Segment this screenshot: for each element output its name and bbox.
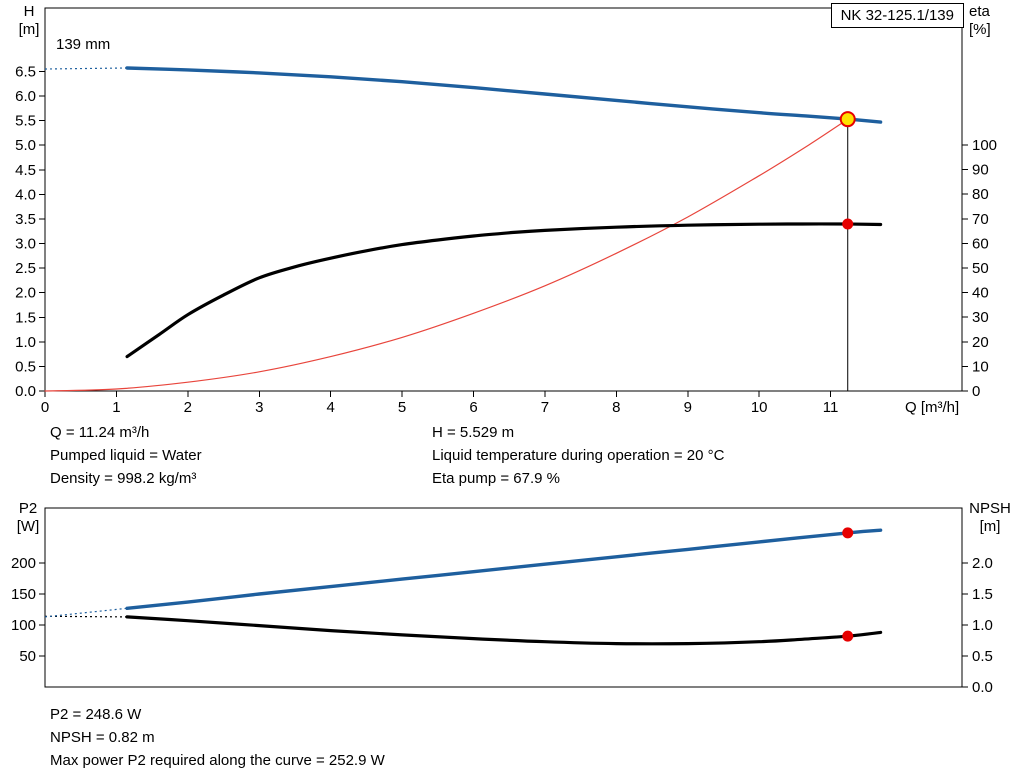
max-power-text: Max power P2 required along the curve = … (50, 752, 385, 769)
p2-value-text: P2 = 248.6 W (50, 706, 142, 723)
y-left-tick-label: 3.5 (15, 211, 36, 228)
h-axis-title: H [m] (12, 3, 46, 39)
npsh-point-marker[interactable] (842, 630, 854, 642)
y-left-tick-label: 3.0 (15, 236, 36, 253)
power-info: P2 = 248.6 W NPSH = 0.82 m Max power P2 … (50, 703, 385, 772)
p2-axis-unit: [W] (16, 518, 40, 535)
y-right-tick-label: 50 (972, 260, 989, 277)
eta-pump-text: Eta pump = 67.9 % (432, 470, 560, 487)
y-right-tick-label: 40 (972, 285, 989, 302)
p2-point-marker[interactable] (842, 527, 854, 539)
eta-axis-title: eta [%] (969, 3, 1019, 39)
pump-model-badge: NK 32-125.1/139 (830, 3, 964, 28)
h-axis-unit: [m] (18, 21, 40, 38)
eta-axis-unit: [%] (969, 21, 991, 38)
npsh-axis-unit: [m] (979, 518, 1001, 535)
y-right-tick-label: 10 (972, 358, 989, 375)
y-right-tick-label: 70 (972, 211, 989, 228)
duty-info-left: Q = 11.24 m³/h Pumped liquid = Water Den… (50, 421, 202, 490)
x-tick-label: 5 (398, 399, 406, 416)
y-right-tick-label: 90 (972, 162, 989, 179)
x-tick-label: 10 (751, 399, 768, 416)
p2-curve-leader (44, 607, 128, 618)
density-text: Density = 998.2 kg/m³ (50, 470, 197, 487)
x-tick-label: 11 (823, 399, 839, 416)
y-left-tick-label: 0.0 (15, 383, 36, 400)
y-right-tick-label: 20 (972, 334, 989, 351)
x-tick-label: 4 (326, 399, 334, 416)
x-tick-label: 7 (541, 399, 549, 416)
y-right-tick-label: 1.5 (972, 586, 993, 603)
y-left-tick-label: 100 (11, 617, 36, 634)
y-left-tick-label: 1.0 (15, 334, 36, 351)
y-left-tick-label: 6.5 (15, 63, 36, 80)
system-curve (44, 118, 849, 392)
y-left-tick-label: 150 (11, 586, 36, 603)
duty-info-right: H = 5.529 m Liquid temperature during op… (432, 421, 724, 490)
pumped-liquid-text: Pumped liquid = Water (50, 447, 202, 464)
head-curve (125, 66, 883, 124)
y-left-tick-label: 2.0 (15, 285, 36, 302)
y-right-tick-label: 1.0 (972, 617, 993, 634)
x-tick-label: 6 (469, 399, 477, 416)
qh-eta-chart-frame (44, 7, 963, 392)
npsh-axis-symbol: NPSH (969, 500, 1011, 517)
x-tick-label: 0 (41, 399, 49, 416)
liquid-temp-text: Liquid temperature during operation = 20… (432, 447, 725, 464)
eta-point-marker[interactable] (842, 218, 854, 230)
y-left-tick-label: 6.0 (15, 88, 36, 105)
x-tick-label: 3 (255, 399, 263, 416)
p2-axis-title: P2 [W] (8, 500, 48, 536)
y-right-tick-label: 80 (972, 186, 989, 203)
y-left-tick-label: 4.5 (15, 162, 36, 179)
y-left-tick-label: 5.0 (15, 137, 36, 154)
x-tick-label: 1 (112, 399, 120, 416)
y-left-tick-label: 1.5 (15, 309, 36, 326)
eta-curve (125, 222, 883, 359)
npsh-curve (125, 615, 883, 646)
impeller-diameter-label: 139 mm (56, 36, 111, 53)
y-right-tick-label: 0.0 (972, 679, 993, 696)
y-left-tick-label: 200 (11, 555, 36, 572)
y-left-tick-label: 4.0 (15, 186, 36, 203)
y-left-tick-label: 2.5 (15, 260, 36, 277)
y-left-tick-label: 0.5 (15, 358, 36, 375)
p2-curve (125, 528, 883, 610)
duty-point-marker[interactable] (839, 111, 856, 128)
duty-flow-text: Q = 11.24 m³/h (50, 424, 150, 441)
y-right-tick-label: 30 (972, 309, 989, 326)
eta-axis-symbol: eta (969, 3, 990, 20)
y-right-tick-label: 60 (972, 235, 989, 252)
y-right-tick-label: 0 (972, 383, 980, 400)
x-tick-label: 8 (612, 399, 620, 416)
p2-axis-symbol: P2 (18, 500, 38, 517)
y-right-tick-label: 0.5 (972, 648, 993, 665)
head-curve-leader (44, 67, 128, 70)
y-left-tick-label: 5.5 (15, 113, 36, 130)
y-left-tick-label: 50 (19, 648, 36, 665)
p2-npsh-chart-frame (44, 507, 963, 688)
npsh-curve-leader (44, 615, 128, 618)
x-axis-label: Q [m³/h] (905, 399, 959, 416)
h-axis-symbol: H (23, 3, 35, 20)
y-right-tick-label: 100 (972, 137, 997, 154)
y-right-tick-label: 2.0 (972, 555, 993, 572)
npsh-axis-title: NPSH [m] (964, 500, 1016, 536)
duty-head-text: H = 5.529 m (432, 424, 515, 441)
x-tick-label: 9 (684, 399, 692, 416)
npsh-value-text: NPSH = 0.82 m (50, 729, 155, 746)
x-tick-label: 2 (184, 399, 192, 416)
